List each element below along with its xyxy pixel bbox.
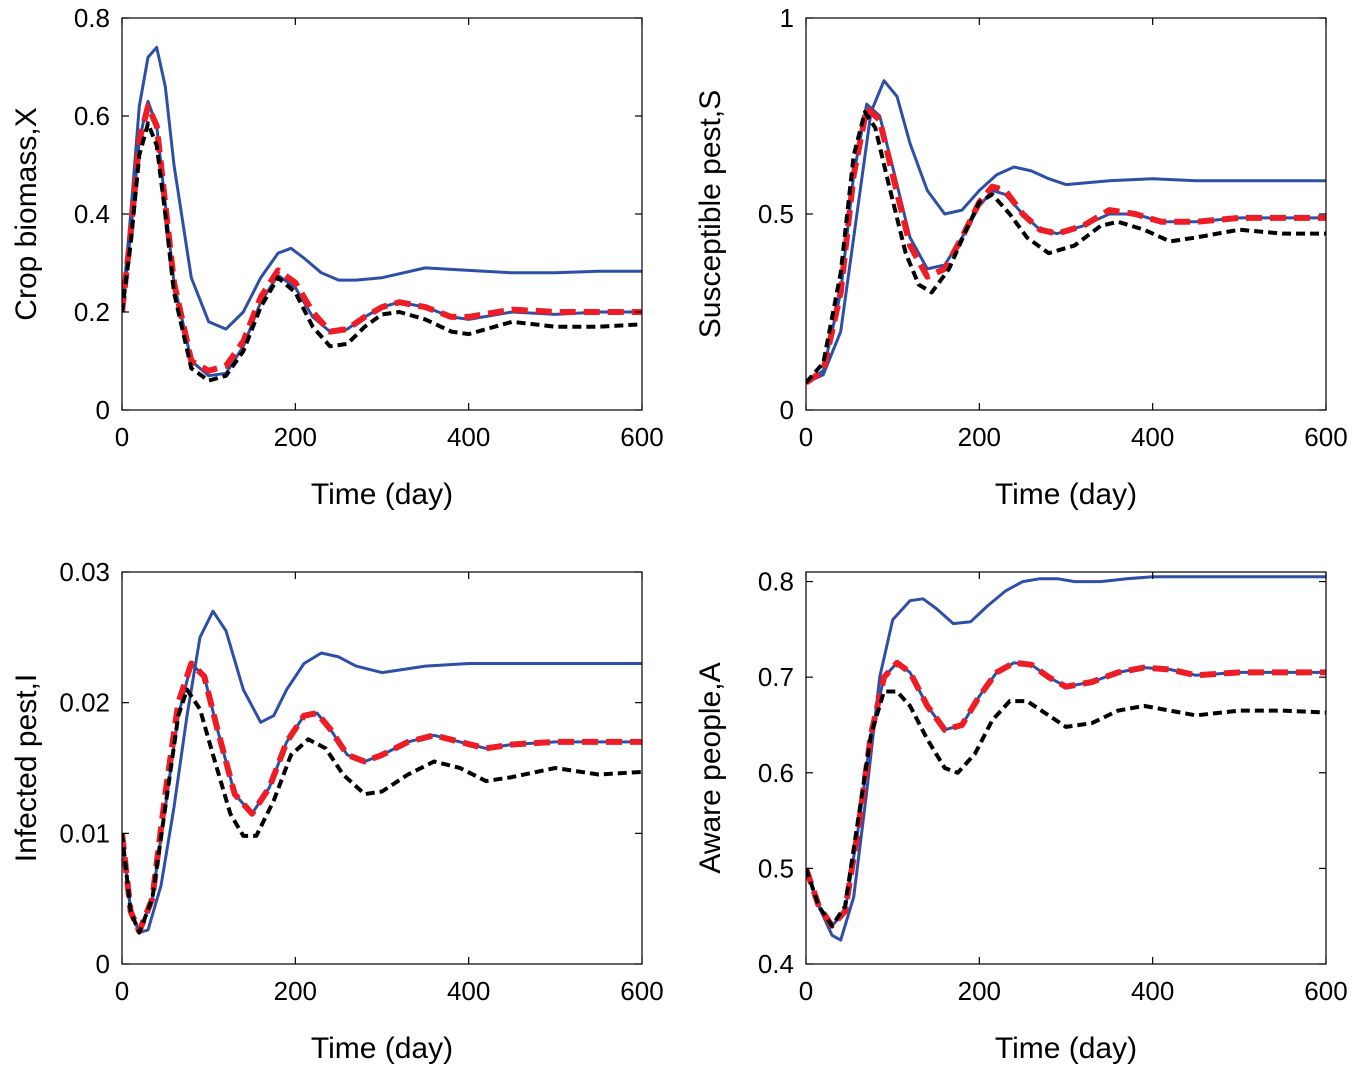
axes-frame [805,17,1327,411]
y-tick-label: 0.4 [74,199,110,229]
y-tick-label: 0.4 [758,949,794,979]
x-tick-label: 0 [115,976,129,1006]
y-axis-label: Aware people,A [694,662,727,873]
x-tick-label: 600 [620,422,663,452]
x-axis-label: Time (day) [311,1032,453,1065]
y-tick-label: 0 [96,395,110,425]
y-tick-label: 0.03 [59,557,110,587]
y-axis-label: Crop biomass,X [10,107,43,320]
x-axis-label: Time (day) [311,478,453,511]
x-tick-label: 400 [447,422,490,452]
y-tick-label: 0 [780,395,794,425]
x-tick-label: 0 [115,422,129,452]
series-line-2 [806,102,1326,384]
x-tick-label: 600 [620,976,663,1006]
y-tick-label: 0.5 [758,853,794,883]
x-tick-label: 600 [1304,976,1347,1006]
y-tick-label: 0.2 [74,297,110,327]
y-tick-label: 0.7 [758,662,794,692]
series-line-3 [122,103,642,374]
series-line-3 [806,105,1326,386]
axes-frame [121,17,643,411]
series-line-4 [806,110,1326,384]
series-line-2 [122,99,642,378]
x-tick-label: 400 [447,976,490,1006]
y-tick-label: 0.8 [74,3,110,33]
series-line-1 [806,79,1326,384]
y-tick-label: 0.8 [758,567,794,597]
chart-panel-infected-pest: 0 200 400 600 0 0.01 0.02 0.03 Time (day) Infecte… [10,557,664,1065]
x-tick-label: 200 [958,422,1001,452]
x-axis-label: Time (day) [995,478,1137,511]
chart-panel-crop-biomass: 0 200 400 600 0 0.2 0.4 0.6 0.8 Time (day) Crop bi… [10,3,664,511]
x-tick-label: 200 [274,422,317,452]
x-tick-label: 200 [958,976,1001,1006]
y-tick-label: 1 [780,3,794,33]
series-line-3 [122,660,642,935]
series-line-1 [122,609,642,935]
series-line-1 [122,45,642,331]
axes-frame [805,571,1327,965]
x-tick-label: 400 [1131,976,1174,1006]
x-tick-label: 0 [799,976,813,1006]
y-tick-label: 0 [96,949,110,979]
x-tick-label: 600 [1304,422,1347,452]
axes-frame [121,571,643,965]
x-axis-label: Time (day) [995,1032,1137,1065]
y-tick-label: 0.6 [74,101,110,131]
y-axis-label: Infected pest,I [10,674,43,862]
chart-panel-susceptible-pest: 0 200 400 600 0 0.5 1 Time (day) Susceptible pes… [694,3,1348,511]
series-line-2 [122,662,642,933]
series-line-2 [806,661,1326,928]
series-line-3 [806,659,1326,929]
y-tick-label: 0.5 [758,199,794,229]
chart-panel-aware-people: 0 200 400 600 0.4 0.5 0.6 0.7 0.8 Time (day) Aware… [694,567,1348,1065]
x-tick-label: 0 [799,422,813,452]
x-tick-label: 200 [274,976,317,1006]
y-tick-label: 0.6 [758,758,794,788]
y-tick-label: 0.02 [59,688,110,718]
series-line-4 [806,689,1326,928]
series-line-4 [122,687,642,935]
series-line-4 [122,121,642,383]
y-tick-label: 0.01 [59,818,110,848]
y-axis-label: Susceptible pest,S [694,90,727,338]
series-line-1 [806,575,1326,942]
x-tick-label: 400 [1131,422,1174,452]
